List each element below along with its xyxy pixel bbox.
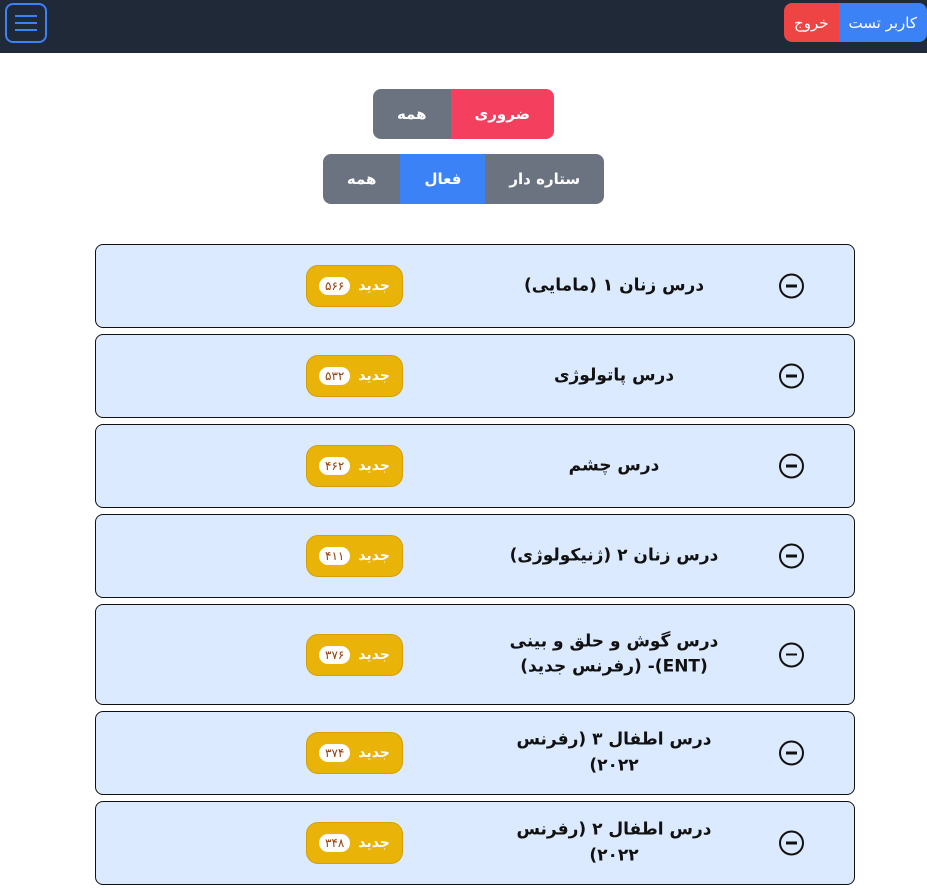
priority-filter: ضروری همه [0, 89, 927, 139]
new-count: ۵۳۲ [319, 367, 351, 385]
course-card[interactable]: درس چشم جدید ۴۶۲ [95, 424, 855, 508]
status-filter: ستاره دار فعال همه [0, 154, 927, 204]
new-badge: جدید ۴۶۲ [306, 445, 403, 487]
new-count: ۳۷۴ [319, 744, 351, 762]
minus-circle-icon[interactable] [779, 543, 804, 569]
filter-all-status[interactable]: همه [322, 154, 401, 204]
course-card[interactable]: درس زنان ۲ (ژنیکولوژی) جدید ۴۱۱ [95, 514, 855, 598]
course-card[interactable]: درس پاتولوژی جدید ۵۳۲ [95, 334, 855, 418]
user-name[interactable]: کاربر تست [838, 3, 927, 42]
user-group: کاربر تست خروج [784, 3, 927, 42]
new-count: ۴۶۲ [319, 457, 351, 475]
badge-label: جدید [358, 646, 390, 663]
logout-button[interactable]: خروج [784, 3, 839, 42]
course-card[interactable]: درس زنان ۱ (مامایی) جدید ۵۶۶ [95, 244, 855, 328]
course-card[interactable]: درس اطفال ۳ (رفرنس ۲۰۲۲) جدید ۳۷۴ [95, 711, 855, 795]
minus-circle-icon[interactable] [779, 363, 804, 389]
hamburger-icon [15, 15, 37, 17]
course-title: درس اطفال ۳ (رفرنس ۲۰۲۲) [516, 729, 712, 776]
badge-label: جدید [358, 458, 390, 474]
course-title: درس پاتولوژی [553, 365, 675, 386]
new-badge: جدید ۵۳۲ [306, 355, 403, 397]
minus-circle-icon[interactable] [779, 642, 804, 667]
new-badge: جدید ۳۷۴ [306, 732, 403, 774]
new-count: ۵۶۶ [319, 277, 351, 295]
badge-label: جدید [358, 368, 390, 384]
filter-active[interactable]: فعال [400, 154, 486, 204]
minus-circle-icon[interactable] [779, 273, 804, 299]
course-title: درس اطفال ۲ (رفرنس ۲۰۲۲) [516, 819, 712, 866]
course-title: درس زنان ۲ (ژنیکولوژی) [509, 545, 719, 566]
badge-label: جدید [358, 548, 390, 564]
course-title: درس زنان ۱ (مامایی) [523, 275, 705, 296]
badge-label: جدید [358, 278, 390, 294]
filter-urgent[interactable]: ضروری [450, 89, 555, 139]
course-title: درس چشم [568, 455, 660, 476]
course-card[interactable]: درس گوش و حلق و بینی (ENT)- (رفرنس جدید)… [95, 604, 855, 705]
course-list: درس زنان ۱ (مامایی) جدید ۵۶۶ درس پاتولوژی… [95, 244, 855, 891]
new-count: ۳۴۸ [319, 834, 351, 852]
new-badge: جدید ۳۴۸ [306, 822, 403, 864]
new-count: ۳۷۶ [319, 645, 351, 664]
minus-circle-icon[interactable] [779, 830, 804, 856]
top-navbar: کاربر تست خروج [0, 0, 927, 53]
new-badge: جدید ۴۱۱ [306, 535, 403, 577]
new-badge: جدید ۳۷۶ [306, 633, 403, 676]
badge-label: جدید [358, 835, 390, 851]
new-badge: جدید ۵۶۶ [306, 265, 403, 307]
badge-label: جدید [358, 745, 390, 761]
course-card[interactable]: درس اطفال ۲ (رفرنس ۲۰۲۲) جدید ۳۴۸ [95, 801, 855, 885]
filter-all-priority[interactable]: همه [372, 89, 451, 139]
menu-button[interactable] [5, 3, 47, 43]
course-title: درس گوش و حلق و بینی (ENT)- (رفرنس جدید) [509, 631, 719, 677]
new-count: ۴۱۱ [319, 547, 351, 565]
minus-circle-icon[interactable] [779, 740, 804, 766]
filter-starred[interactable]: ستاره دار [485, 154, 605, 204]
minus-circle-icon[interactable] [779, 453, 804, 479]
